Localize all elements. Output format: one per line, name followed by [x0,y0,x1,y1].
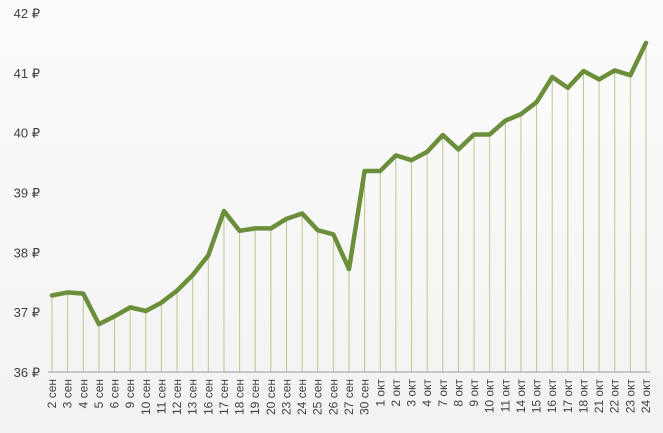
data-point [97,322,101,326]
x-tick-label: 13 сен [186,379,200,415]
x-tick-label: 26 сен [326,379,340,415]
x-tick-label: 23 окт [623,379,637,414]
x-tick-label: 20 сен [264,379,278,415]
x-tick-label: 14 окт [514,379,528,414]
y-tick-label: 38 ₽ [14,245,40,260]
data-point [394,153,398,157]
data-point [410,158,414,162]
data-point [597,77,601,81]
data-point [441,133,445,137]
data-point [488,132,492,136]
data-point [347,267,351,271]
x-tick-label: 5 сен [92,379,106,408]
data-point [535,100,539,104]
x-tick-label: 27 сен [342,379,356,415]
x-tick-label: 11 сен [154,379,168,414]
y-tick-label: 37 ₽ [14,305,40,320]
x-tick-label: 4 сен [76,379,90,408]
x-tick-label: 15 окт [530,379,544,414]
data-point [300,211,304,215]
data-point [81,292,85,296]
data-point [425,150,429,154]
data-point [566,86,570,90]
x-axis-ticks: 2 сен 3 сен 4 сен 5 сен 6 сен 9 сен 10 сен 11 с… [45,378,653,414]
x-tick-label: 8 окт [451,378,465,406]
y-tick-label: 36 ₽ [14,365,40,380]
x-tick-label: 24 окт [639,379,653,414]
data-point [159,301,163,305]
drop-lines [51,42,647,372]
data-point [191,273,195,277]
x-tick-label: 17 сен [217,379,231,415]
x-tick-label: 12 сен [170,379,184,415]
x-tick-label: 23 сен [279,379,293,415]
x-tick-label: 4 окт [420,378,434,406]
y-tick-label: 42 ₽ [14,6,40,21]
x-tick-label: 3 сен [61,379,75,408]
data-point [550,75,554,79]
data-point [613,68,617,72]
x-tick-label: 21 окт [592,379,606,414]
data-point [66,290,70,294]
data-point [175,289,179,293]
y-tick-label: 41 ₽ [14,66,40,81]
data-point [316,228,320,232]
data-point [503,119,507,123]
data-point [331,232,335,236]
x-tick-label: 7 окт [436,378,450,406]
data-point [222,209,226,213]
data-point [581,69,585,73]
data-point [113,314,117,318]
x-tick-label: 10 окт [483,379,497,414]
data-point [238,229,242,233]
data-point [284,217,288,221]
x-tick-label: 6 сен [108,379,122,408]
y-tick-label: 39 ₽ [14,186,40,201]
y-axis-ticks: 36 ₽ 37 ₽ 38 ₽ 39 ₽ 40 ₽ 41 ₽ 42 ₽ [14,6,40,380]
data-point [472,132,476,136]
x-tick-label: 1 окт [373,378,387,406]
x-tick-label: 25 сен [311,379,325,415]
data-point [519,112,523,116]
data-point [363,169,367,173]
x-tick-label: 10 сен [139,379,153,415]
y-tick-label: 40 ₽ [14,126,40,141]
x-tick-label: 9 сен [123,379,137,408]
data-point [628,73,632,77]
data-points [50,41,648,326]
data-point [644,41,648,45]
data-point [128,305,132,309]
x-tick-label: 9 окт [467,378,481,406]
x-tick-label: 3 окт [405,378,419,406]
data-point [456,147,460,151]
x-tick-label: 22 окт [608,379,622,414]
data-point [50,293,54,297]
x-tick-label: 30 сен [358,379,372,415]
x-tick-label: 24 сен [295,379,309,415]
data-point [253,226,257,230]
x-tick-label: 2 сен [45,379,59,408]
x-tick-label: 16 окт [545,379,559,414]
x-tick-label: 18 сен [233,379,247,415]
x-tick-label: 19 сен [248,379,262,415]
data-point [378,169,382,173]
data-point [144,309,148,313]
x-tick-label: 2 окт [389,378,403,406]
x-tick-label: 17 окт [561,379,575,414]
x-tick-label: 18 окт [576,379,590,414]
x-tick-label: 16 сен [201,379,215,415]
data-point [206,253,210,257]
x-tick-label: 11 окт [498,379,512,413]
data-point [269,226,273,230]
